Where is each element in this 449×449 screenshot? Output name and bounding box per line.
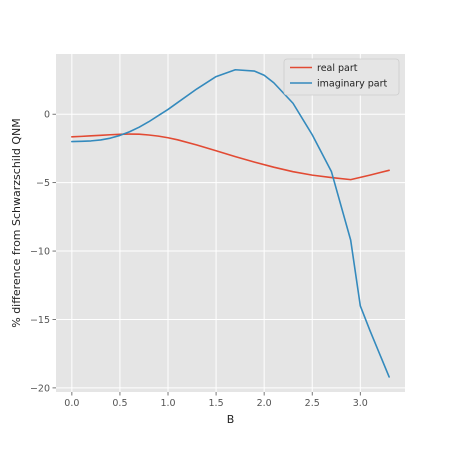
x-tick-label: 2.0 — [257, 398, 272, 409]
y-axis-label: % difference from Schwarzschild QNM — [10, 118, 23, 328]
x-tick-label: 0.5 — [112, 398, 127, 409]
x-tick-label: 2.5 — [305, 398, 320, 409]
legend-box — [283, 58, 400, 96]
plot-background — [56, 54, 405, 392]
x-tick-label: 3.0 — [353, 398, 368, 409]
series-group — [71, 68, 390, 378]
y-tick-label: 0 — [44, 110, 50, 121]
legend: real part imaginary part — [283, 58, 400, 96]
series-line-imaginary-part — [71, 68, 390, 378]
x-tick-label: 1.5 — [209, 398, 224, 409]
x-axis-label: B — [227, 413, 235, 426]
x-tick-label: 1.0 — [160, 398, 175, 409]
y-tick-label: −5 — [36, 178, 50, 189]
y-tick-label: −10 — [30, 247, 50, 258]
legend-label-real-part: real part — [317, 63, 358, 74]
y-tick-label: −20 — [30, 383, 50, 394]
x-axis-ticks: 0.0 0.5 1.0 1.5 2.0 2.5 3.0 — [64, 392, 368, 409]
x-tick-label: 0.0 — [64, 398, 79, 409]
legend-label-imaginary-part: imaginary part — [317, 79, 388, 90]
y-tick-label: −15 — [30, 315, 50, 326]
y-axis-ticks: −20 −15 −10 −5 0 — [30, 110, 56, 394]
series-line-real-part — [71, 133, 390, 181]
